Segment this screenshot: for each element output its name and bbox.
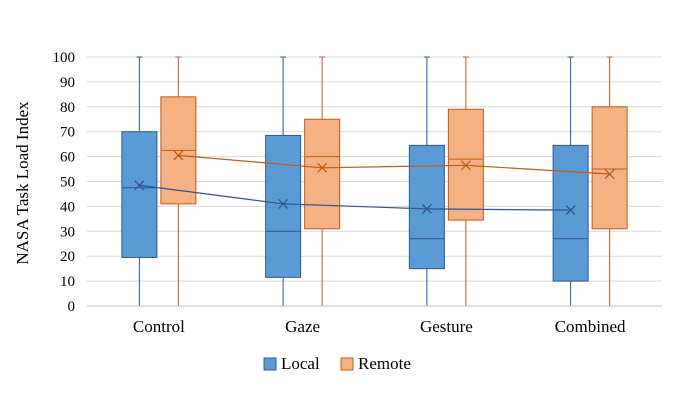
y-tick-label: 30: [60, 224, 75, 240]
y-tick-label: 100: [53, 50, 76, 66]
box-body: [121, 131, 158, 258]
legend-label-local: Local: [281, 354, 320, 373]
y-tick-label: 90: [60, 75, 75, 91]
box-local: [552, 56, 589, 307]
box-body: [265, 134, 302, 278]
box-remote: [304, 56, 341, 307]
mean-line-remote: [178, 154, 610, 175]
box-body: [552, 144, 589, 282]
x-tick-label: Control: [133, 317, 185, 336]
y-tick-label: 80: [60, 100, 75, 116]
legend-swatch-remote: [340, 357, 354, 371]
mean-lines: [139, 154, 610, 211]
legend: Local Remote: [263, 354, 411, 373]
box-local: [408, 56, 445, 307]
y-tick-label: 50: [60, 175, 75, 191]
legend-swatch-local: [263, 357, 277, 371]
box-body: [591, 106, 628, 230]
y-tick-label: 40: [60, 199, 75, 215]
box-local: [265, 56, 302, 307]
y-tick-label: 70: [60, 125, 75, 141]
y-tick-label: 10: [60, 274, 75, 290]
box-body: [304, 118, 341, 230]
x-tick-label: Gesture: [420, 317, 473, 336]
mean-line-local: [139, 184, 571, 211]
x-axis-labels: Control Gaze Gesture Combined: [133, 317, 626, 336]
y-tick-label: 0: [68, 299, 76, 315]
x-tick-label: Combined: [555, 317, 626, 336]
box-remote: [447, 56, 484, 307]
y-tick-label: 60: [60, 150, 75, 166]
y-axis-ticks: 0 10 20 30 40 50 60 70 80 90 100: [53, 50, 76, 315]
x-tick-label: Gaze: [285, 317, 320, 336]
legend-label-remote: Remote: [358, 354, 411, 373]
y-axis-title: NASA Task Load Index: [13, 101, 32, 265]
y-tick-label: 20: [60, 249, 75, 265]
box-remote: [591, 56, 628, 307]
box-body: [408, 144, 445, 270]
box-remote: [160, 56, 197, 307]
box-local: [121, 56, 158, 307]
